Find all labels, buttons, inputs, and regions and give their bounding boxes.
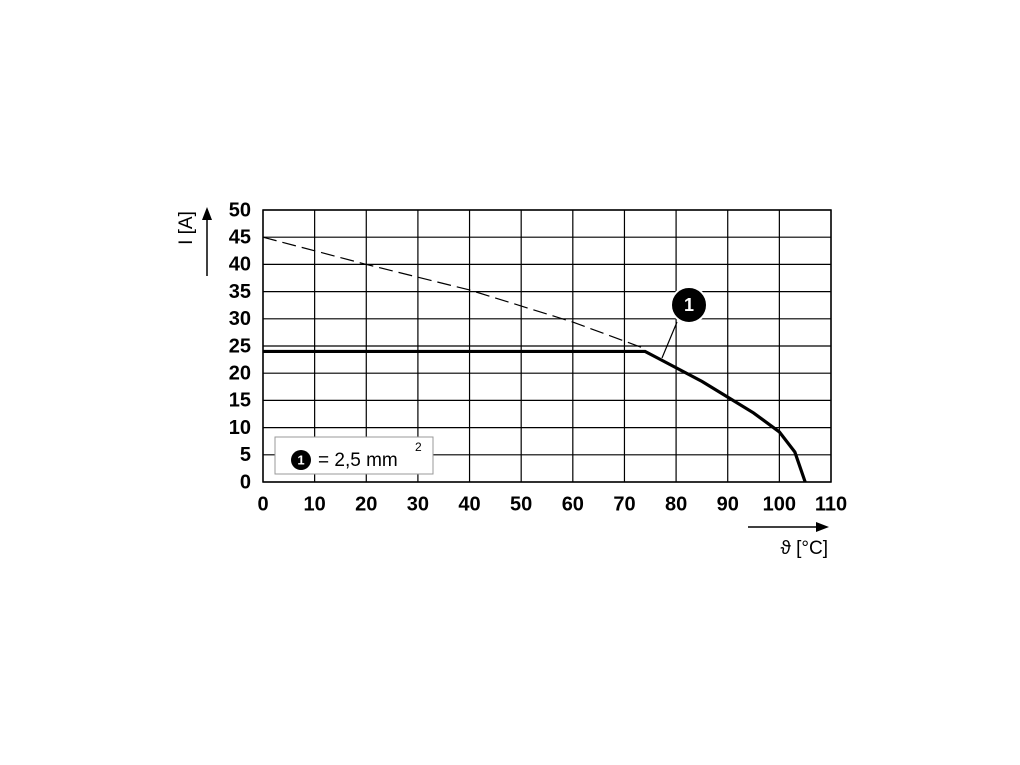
x-tick-label: 90: [717, 493, 739, 515]
x-axis-label: ϑ [°C]: [780, 538, 828, 559]
y-tick-label: 20: [229, 362, 251, 384]
y-tick-label: 45: [229, 226, 251, 248]
dashed-line: [262, 236, 646, 350]
x-tick-label: 20: [355, 493, 377, 515]
x-tick-label: 110: [815, 493, 847, 515]
x-tick-label: 10: [304, 493, 326, 515]
legend-superscript: 2: [415, 440, 422, 454]
y-tick-label: 30: [229, 308, 251, 330]
callout-line: [661, 321, 678, 359]
x-axis-arrowhead: [816, 522, 829, 532]
y-tick-label: 35: [229, 281, 251, 303]
x-tick-label: 50: [510, 493, 532, 515]
y-tick-label: 5: [240, 444, 251, 466]
legend-marker-label: 1: [297, 452, 304, 467]
y-tick-label: 40: [229, 254, 251, 276]
y-tick-label: 0: [240, 471, 251, 493]
x-tick-label: 60: [562, 493, 584, 515]
x-tick-label: 100: [763, 493, 796, 515]
legend-marker: [291, 450, 311, 470]
x-tick-label: 80: [665, 493, 687, 515]
callout-label: 1: [684, 295, 694, 315]
y-tick-label: 15: [229, 390, 251, 412]
plot-frame: [262, 209, 832, 483]
callout-circle: [670, 286, 708, 324]
x-tick-label: 0: [257, 493, 268, 515]
y-axis-arrowhead: [202, 207, 212, 220]
y-tick-label: 10: [229, 417, 251, 439]
x-tick-label: 70: [613, 493, 635, 515]
y-tick-label: 25: [229, 335, 251, 357]
x-tick-label: 30: [407, 493, 429, 515]
x-tick-label: 40: [458, 493, 480, 515]
legend-text: = 2,5 mm: [318, 450, 398, 471]
y-tick-label: 50: [229, 199, 251, 221]
y-axis-label: I [A]: [176, 211, 197, 245]
curve-line: [263, 349, 807, 483]
series: [262, 236, 807, 483]
